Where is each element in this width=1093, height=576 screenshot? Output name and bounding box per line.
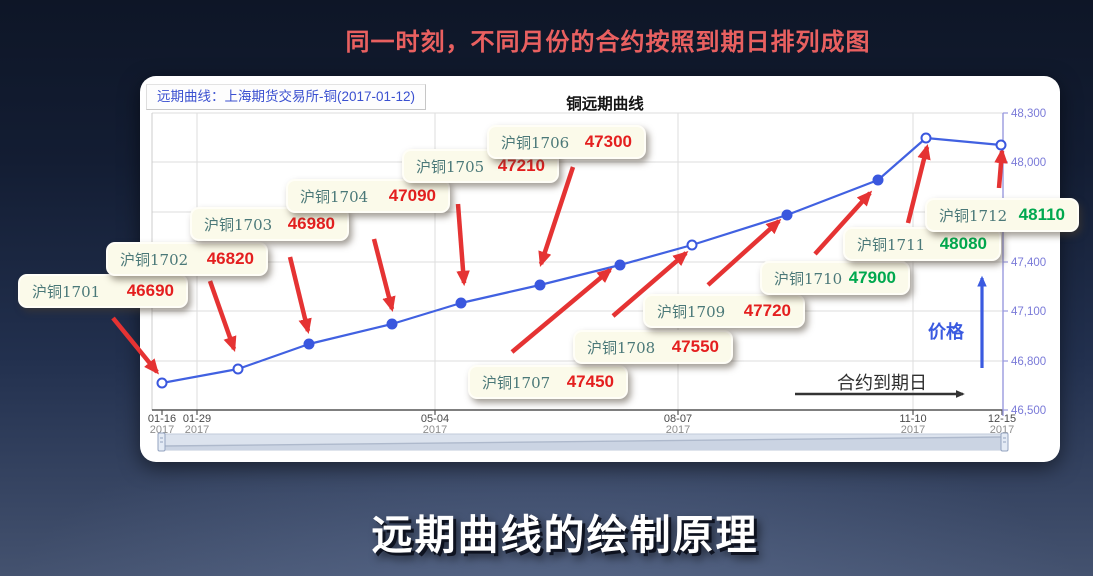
annotation-arrow-icon — [611, 250, 689, 318]
data-point-marker[interactable] — [872, 174, 884, 186]
x-axis-tick-year: 2017 — [666, 424, 690, 436]
data-point-marker[interactable] — [156, 377, 168, 389]
y-axis-tick-label: 46,500 — [1011, 405, 1046, 417]
chart-source-tab[interactable]: 远期曲线：上海期货交易所-铜(2017-01-12) — [146, 84, 427, 110]
data-point-marker[interactable] — [995, 139, 1007, 151]
data-point-marker[interactable] — [303, 338, 315, 350]
data-point-marker[interactable] — [534, 279, 546, 291]
y-axis-tick-label: 46,800 — [1011, 356, 1046, 368]
navigator-mini-area — [165, 437, 1002, 450]
data-point-marker[interactable] — [455, 297, 467, 309]
slide-bottom-title: 远期曲线的绘制原理 — [371, 512, 759, 558]
chart-title: 铜远期曲线 — [566, 96, 644, 113]
data-point-marker[interactable] — [614, 259, 626, 271]
annotation-arrow-icon — [994, 147, 1008, 189]
annotation-arrow-icon — [510, 267, 613, 354]
annotation-arrow-icon — [455, 203, 470, 287]
x-axis-tick-label: 01-16 — [148, 413, 176, 425]
y-axis-tick-label: 47,400 — [1011, 257, 1046, 269]
annotation-arrow-icon — [371, 238, 396, 313]
price-axis-label: 价格 — [928, 322, 964, 342]
annotation-arrow-icon — [111, 316, 159, 375]
y-axis-tick-label: 48,300 — [1011, 108, 1046, 120]
y-axis-tick-label: 47,700 — [1011, 207, 1046, 219]
x-axis-tick-year: 2017 — [150, 424, 174, 436]
slide-top-title: 同一时刻，不同月份的合约按照到期日排列成图 — [345, 29, 871, 56]
data-point-marker[interactable] — [920, 132, 932, 144]
y-axis-tick-label: 47,100 — [1011, 306, 1046, 318]
annotation-arrow-icon — [207, 280, 237, 352]
y-axis-tick-label: 48,000 — [1011, 157, 1046, 169]
annotation-arrow-icon — [905, 143, 931, 224]
data-point-marker[interactable] — [386, 318, 398, 330]
annotation-arrow-icon — [706, 218, 782, 287]
x-axis-tick-year: 2017 — [185, 424, 209, 436]
x-axis-tick-label: 11-10 — [899, 413, 926, 425]
expiry-axis-label: 合约到期日 — [837, 373, 927, 393]
x-axis-tick-year: 2017 — [423, 424, 447, 436]
navigator-mini-line — [164, 436, 1003, 447]
x-axis-tick-label: 01-29 — [183, 413, 211, 425]
x-axis-tick-year: 2017 — [990, 424, 1014, 436]
annotation-arrow-icon — [538, 166, 576, 267]
x-axis-tick-year: 2017 — [901, 424, 925, 436]
annotation-arrow-icon — [287, 256, 312, 335]
x-axis-tick-label: 08-07 — [664, 413, 692, 425]
forward-curve-line — [161, 136, 1002, 385]
data-point-marker[interactable] — [686, 239, 698, 251]
x-axis-tick-label: 05-04 — [421, 413, 449, 425]
data-point-marker[interactable] — [781, 209, 793, 221]
data-point-marker[interactable] — [232, 363, 244, 375]
x-axis-tick-label: 12-15 — [988, 413, 1016, 425]
annotation-arrow-icon — [813, 190, 873, 256]
